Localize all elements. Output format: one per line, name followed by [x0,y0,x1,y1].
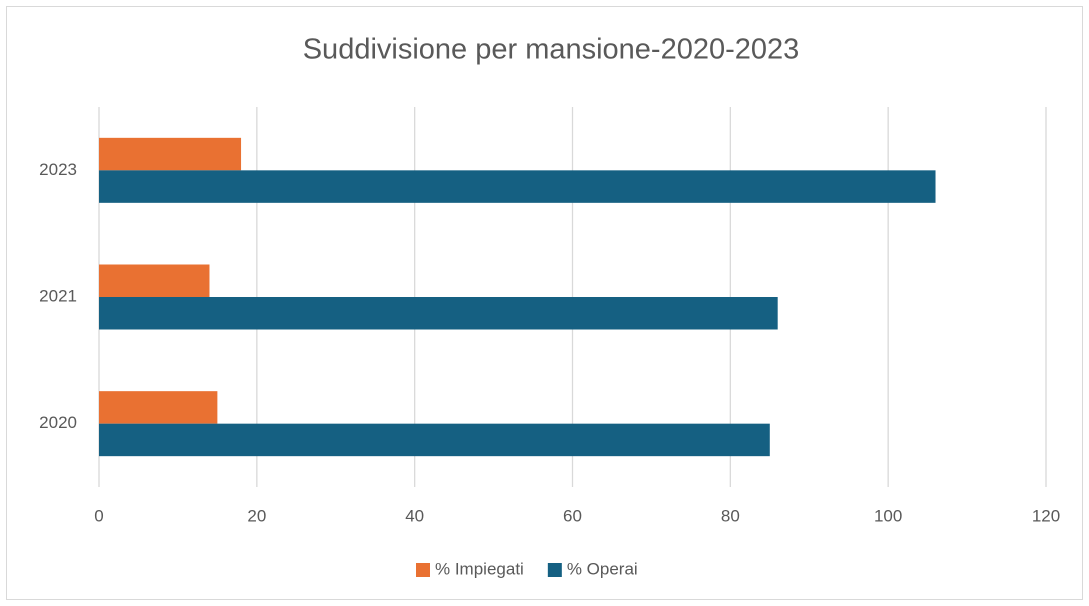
y-tick-label: 2023 [39,160,77,179]
x-tick-label: 100 [874,506,902,525]
bar [99,264,210,297]
bar [99,391,218,424]
x-tick-label: 40 [405,506,424,525]
chart-title: Suddivisione per mansione-2020-2023 [303,34,800,66]
legend-swatch [416,563,430,577]
x-tick-label: 120 [1032,506,1060,525]
legend-swatch [547,563,562,577]
x-tick-label: 80 [721,506,740,525]
legend-label: % Impiegati [435,559,524,578]
bar [99,170,936,203]
x-tick-label: 20 [247,506,266,525]
bar [99,423,770,457]
bar [99,137,242,171]
x-tick-label: 0 [94,506,103,525]
legend-label: % Operai [567,559,638,578]
y-tick-label: 2020 [39,413,77,432]
x-tick-label: 60 [563,506,582,525]
bar [99,297,778,330]
y-tick-label: 2021 [39,286,77,305]
